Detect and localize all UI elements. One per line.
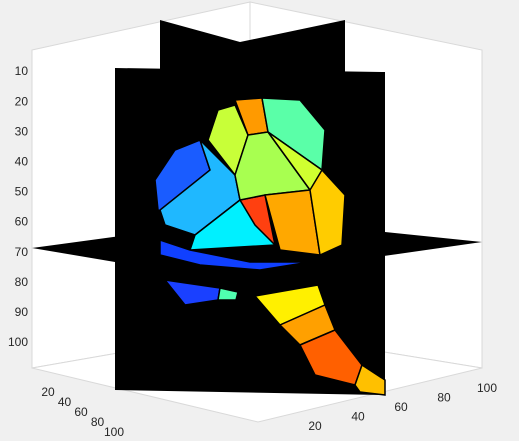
tick-label: 80 — [15, 275, 29, 289]
tick-label: 20 — [308, 419, 322, 433]
tick-label: 100 — [104, 425, 124, 439]
tick-label: 80 — [91, 415, 105, 429]
tick-label: 50 — [15, 185, 29, 199]
segment — [354, 363, 386, 396]
segment — [207, 104, 249, 177]
tick-label: 40 — [15, 154, 29, 168]
tick-label: 30 — [15, 124, 29, 138]
tick-label: 60 — [15, 215, 29, 229]
tick-label: 100 — [477, 381, 497, 395]
tick-label: 60 — [74, 405, 88, 419]
segments — [154, 97, 386, 396]
segment — [217, 287, 239, 301]
tick-label: 20 — [15, 94, 29, 108]
tick-label: 20 — [41, 385, 55, 399]
tick-label: 40 — [351, 410, 365, 424]
tick-label: 90 — [15, 305, 29, 319]
tick-label: 60 — [394, 400, 408, 414]
slice-plane-xz — [160, 20, 345, 72]
tick-label: 40 — [58, 395, 72, 409]
tick-label: 100 — [8, 335, 28, 349]
tick-label: 80 — [437, 391, 451, 405]
slice-plane-xy — [32, 228, 482, 268]
segment — [309, 168, 346, 257]
tick-label: 70 — [15, 245, 29, 259]
tick-label: 10 — [15, 64, 29, 78]
segment — [159, 238, 311, 271]
segment — [261, 97, 326, 172]
